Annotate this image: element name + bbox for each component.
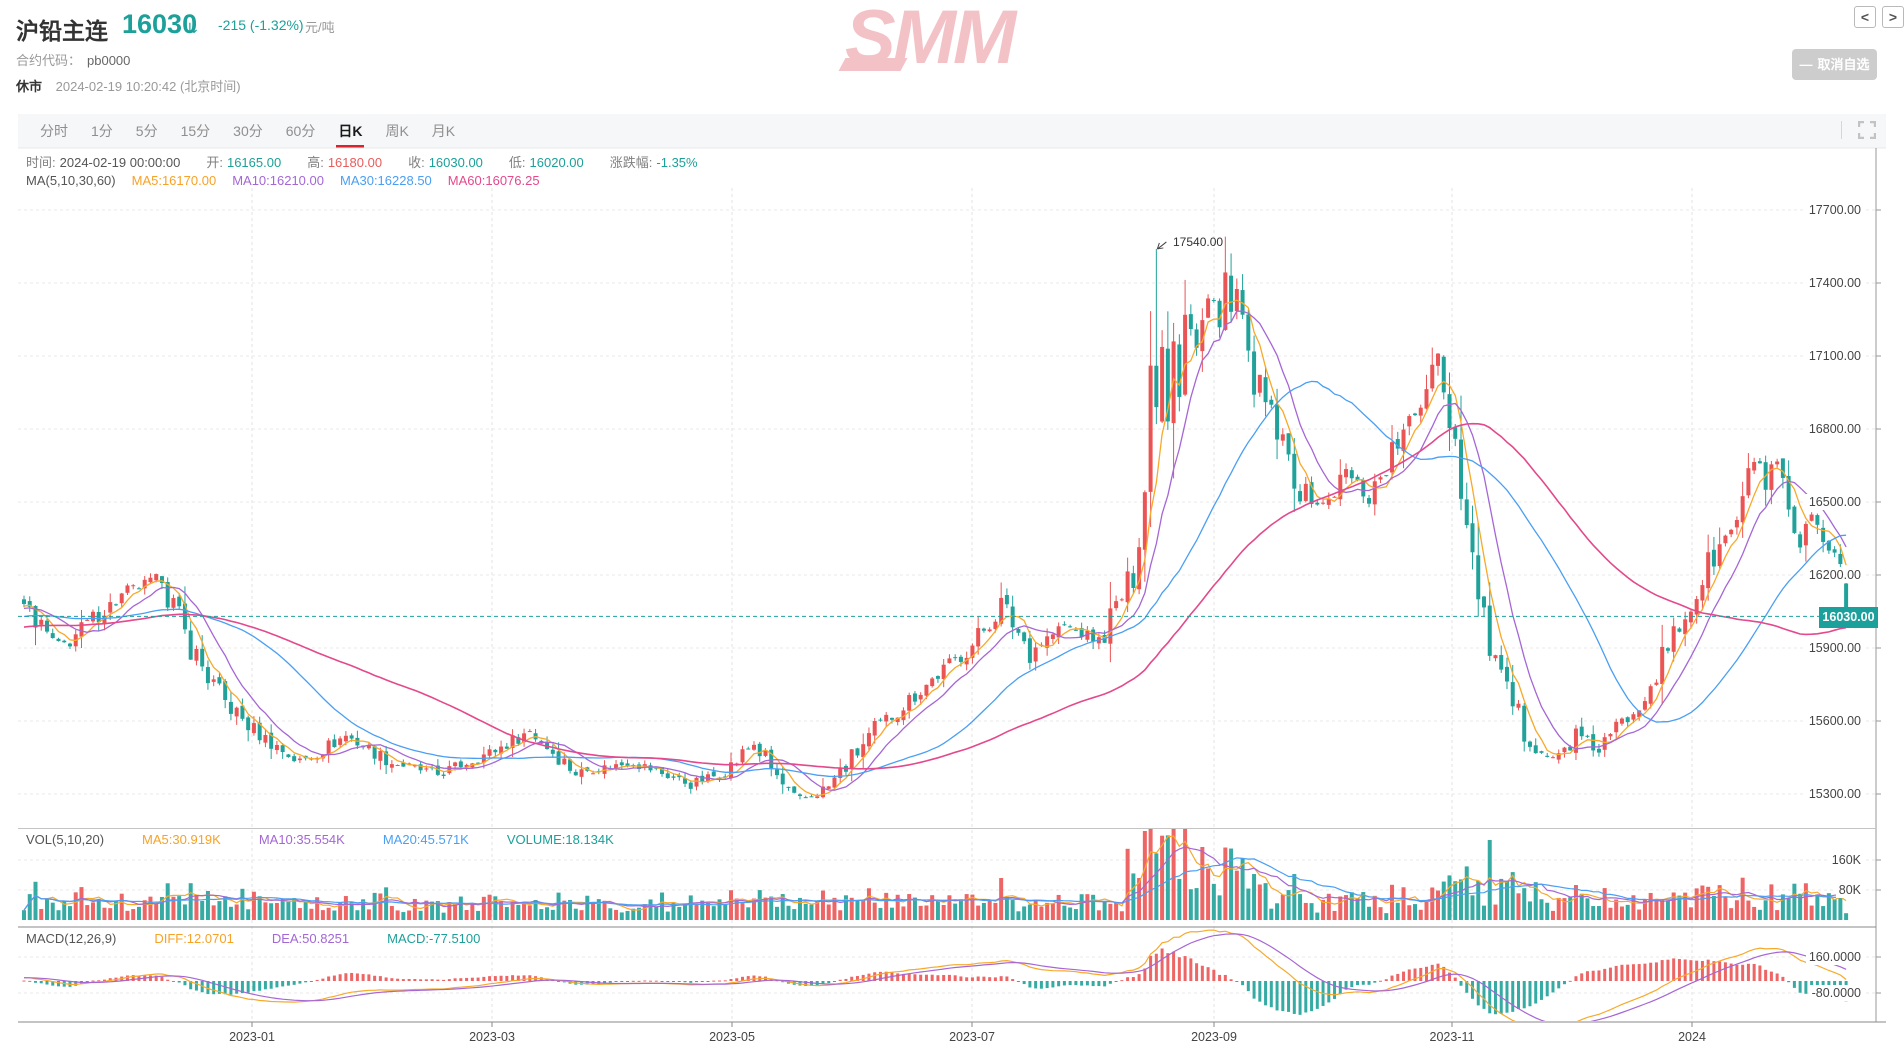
close-label: 收: xyxy=(408,154,425,170)
prev-instrument-button[interactable]: < xyxy=(1854,6,1876,28)
vol-axis-label: 80K xyxy=(1835,882,1864,898)
y-axis-label: 17400.00 xyxy=(1805,275,1864,291)
ma-legend-bar: MA(5,10,30,60) MA5:16170.00 MA10:16210.0… xyxy=(26,171,556,189)
pct-change-label: 涨跌幅: xyxy=(609,154,653,170)
fullscreen-icon[interactable] xyxy=(1858,121,1876,139)
macd-diff-value: DIFF:12.0701 xyxy=(154,930,234,946)
instrument-title: 沪铅主连 xyxy=(16,18,108,44)
x-axis-label: 2024 xyxy=(1678,1030,1706,1044)
open-label: 开: xyxy=(206,154,223,170)
ma60-value: MA60:16076.25 xyxy=(447,172,540,188)
time-label: 时间: xyxy=(26,154,56,170)
low-label: 低: xyxy=(508,154,526,170)
market-status-row: 休市 2024-02-19 10:20:42 (北京时间) xyxy=(16,76,241,95)
ma10-value: MA10:16210.00 xyxy=(232,172,324,188)
y-axis-label: 16200.00 xyxy=(1805,567,1864,583)
contract-code-value: pb0000 xyxy=(87,53,131,68)
vol-ma5-value: MA5:30.919K xyxy=(142,831,221,847)
macd-group-label: MACD(12,26,9) xyxy=(26,930,117,946)
x-axis-label: 2023-07 xyxy=(949,1030,995,1044)
gridlines xyxy=(18,188,1876,1022)
price-down-arrow-icon: ⇊ xyxy=(186,20,198,36)
macd-legend-bar: MACD(12,26,9) DIFF:12.0701 DEA:50.8251 M… xyxy=(26,929,518,947)
ohlc-info-bar: 时间: 2024-02-19 00:00:00 开: 16165.00 高: 1618… xyxy=(26,152,724,170)
high-label: 高: xyxy=(307,154,324,170)
y-axis-label: 15600.00 xyxy=(1805,713,1864,729)
chart-canvas[interactable] xyxy=(18,112,1886,1053)
market-status-badge: 休市 xyxy=(16,79,43,94)
y-axis-label: 15900.00 xyxy=(1805,640,1864,656)
high-value: 16180.00 xyxy=(327,154,383,170)
volume-value: VOLUME:18.134K xyxy=(506,831,614,847)
macd-pane xyxy=(22,929,1848,1021)
ma-group-label: MA(5,10,30,60) xyxy=(26,172,116,188)
x-axis-label: 2023-01 xyxy=(229,1030,275,1044)
macd-axis-label: 160.0000 xyxy=(1805,949,1864,965)
volume-pane xyxy=(22,829,1849,920)
header: SMM 沪铅主连 16030 ⇊ -215 (-1.32%) 元/吨 合约代码：… xyxy=(0,0,1904,112)
x-axis-label: 2023-09 xyxy=(1191,1030,1237,1044)
tab-timeline[interactable]: 分时 xyxy=(40,123,68,139)
tab-60min[interactable]: 60分 xyxy=(285,123,316,139)
next-instrument-button[interactable]: > xyxy=(1882,6,1904,28)
contract-row: 合约代码： pb0000 xyxy=(16,50,130,69)
vol-ma20-value: MA20:45.571K xyxy=(382,831,469,847)
period-tabbar: 分时 1分 5分 15分 30分 60分 日K 周K 月K xyxy=(18,114,1886,148)
macd-hist-value: MACD:-77.5100 xyxy=(387,930,481,946)
x-axis-label: 2023-03 xyxy=(469,1030,515,1044)
price-unit: 元/吨 xyxy=(305,20,335,35)
toolbar-divider xyxy=(1841,121,1842,139)
macd-dea-value: DEA:50.8251 xyxy=(271,930,350,946)
contract-code-label: 合约代码： xyxy=(16,53,82,68)
close-value: 16030.00 xyxy=(428,154,483,170)
ma30-value: MA30:16228.50 xyxy=(339,172,432,188)
x-axis-label: 2023-11 xyxy=(1429,1030,1475,1044)
x-axis-label: 2023-05 xyxy=(709,1030,755,1044)
chart-card: 分时 1分 5分 15分 30分 60分 日K 周K 月K 时间: 2024-02… xyxy=(18,112,1886,1053)
pct-change-value: -1.35% xyxy=(656,154,698,170)
tab-30min[interactable]: 30分 xyxy=(233,123,263,139)
y-axis-label: 17700.00 xyxy=(1805,202,1864,218)
y-axis-label: 17100.00 xyxy=(1805,348,1864,364)
volume-legend-bar: VOL(5,10,20) MA5:30.919K MA10:35.554K MA… xyxy=(26,830,652,848)
time-value: 2024-02-19 00:00:00 xyxy=(59,154,181,170)
smm-watermark-swoosh xyxy=(838,58,908,71)
price-change: -215 (-1.32%) xyxy=(218,17,304,33)
axes-and-borders xyxy=(18,147,1886,1027)
open-value: 16165.00 xyxy=(226,154,282,170)
minus-icon: — xyxy=(1799,57,1813,72)
tab-daily-k[interactable]: 日K xyxy=(338,114,362,148)
tab-weekly-k[interactable]: 周K xyxy=(385,123,409,139)
tab-monthly-k[interactable]: 月K xyxy=(431,123,456,139)
y-axis-label: 15300.00 xyxy=(1805,786,1864,802)
macd-axis-label: -80.0000 xyxy=(1808,985,1864,1001)
quote-timestamp: 2024-02-19 10:20:42 (北京时间) xyxy=(55,79,241,94)
tab-5min[interactable]: 5分 xyxy=(135,123,158,139)
y-axis-label: 16800.00 xyxy=(1805,421,1864,437)
tab-15min[interactable]: 15分 xyxy=(180,123,211,139)
chart-tools xyxy=(1841,121,1876,139)
ma5-value: MA5:16170.00 xyxy=(131,172,217,188)
vol-group-label: VOL(5,10,20) xyxy=(26,831,105,847)
high-price-annotation: 17540.00 xyxy=(1173,235,1224,249)
cancel-favorite-button[interactable]: — 取消自选 xyxy=(1792,49,1877,80)
vol-axis-label: 160K xyxy=(1828,852,1864,868)
tab-1min[interactable]: 1分 xyxy=(91,123,113,139)
last-price: 16030 xyxy=(122,9,198,39)
low-value: 16020.00 xyxy=(529,154,584,170)
current-price-tag: 16030.00 xyxy=(1819,607,1878,628)
vol-ma10-value: MA10:35.554K xyxy=(258,831,345,847)
cancel-favorite-label: 取消自选 xyxy=(1817,57,1870,72)
candlestick-pane xyxy=(22,236,1849,800)
y-axis-label: 16500.00 xyxy=(1805,494,1864,510)
